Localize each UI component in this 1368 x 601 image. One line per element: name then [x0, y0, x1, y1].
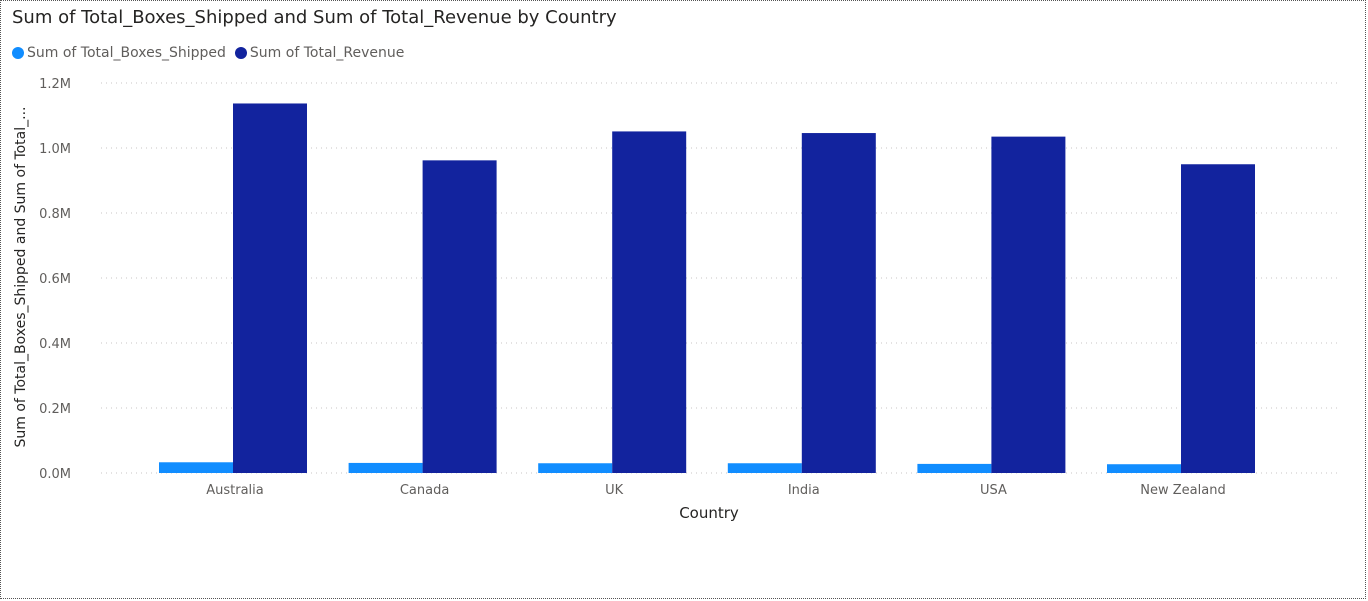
- legend-dot-revenue: [234, 47, 247, 59]
- y-tick-label-6: 1.2M: [39, 77, 71, 92]
- x-tick-label-uk: UK: [605, 483, 624, 498]
- bar-revenue-new-zealand: [1181, 164, 1255, 473]
- x-tick-label-india: India: [788, 483, 820, 498]
- bar-boxes-shipped-canada: [348, 462, 423, 473]
- bar-boxes-shipped-new-zealand: [1107, 464, 1181, 473]
- bar-boxes-shipped-india: [727, 463, 802, 473]
- legend-item-boxes-shipped[interactable]: Sum of Total_Boxes_Shipped: [12, 45, 226, 61]
- y-tick-label-1: 0.2M: [39, 402, 71, 417]
- x-tick-label-canada: Canada: [400, 483, 449, 498]
- legend-label-revenue: Sum of Total_Revenue: [249, 45, 405, 61]
- x-tick-label-australia: Australia: [206, 483, 264, 498]
- x-axis-title: Country: [679, 504, 739, 522]
- legend-dot-boxes-shipped: [12, 47, 24, 59]
- y-tick-label-5: 1.0M: [39, 142, 71, 157]
- bar-boxes-shipped-uk: [538, 463, 613, 473]
- y-tick-label-3: 0.6M: [39, 272, 71, 287]
- y-tick-label-4: 0.8M: [39, 207, 71, 222]
- bar-revenue-australia: [233, 103, 307, 473]
- legend: Sum of Total_Boxes_Shipped Sum of Total_…: [12, 45, 413, 61]
- legend-item-revenue[interactable]: Sum of Total_Revenue: [234, 45, 405, 61]
- y-tick-label-0: 0.0M: [39, 467, 71, 482]
- bar-revenue-canada: [422, 160, 497, 473]
- y-tick-label-2: 0.4M: [39, 337, 71, 352]
- legend-label-boxes-shipped: Sum of Total_Boxes_Shipped: [27, 45, 226, 61]
- x-tick-label-new-zealand: New Zealand: [1140, 483, 1225, 498]
- x-tick-label-usa: USA: [980, 483, 1007, 498]
- bar-boxes-shipped-usa: [917, 463, 992, 473]
- bar-revenue-uk: [612, 131, 687, 474]
- chart-title: Sum of Total_Boxes_Shipped and Sum of To…: [12, 7, 617, 28]
- bar-boxes-shipped-australia: [159, 462, 233, 473]
- bar-revenue-india: [801, 133, 876, 474]
- bar-revenue-usa: [991, 136, 1066, 473]
